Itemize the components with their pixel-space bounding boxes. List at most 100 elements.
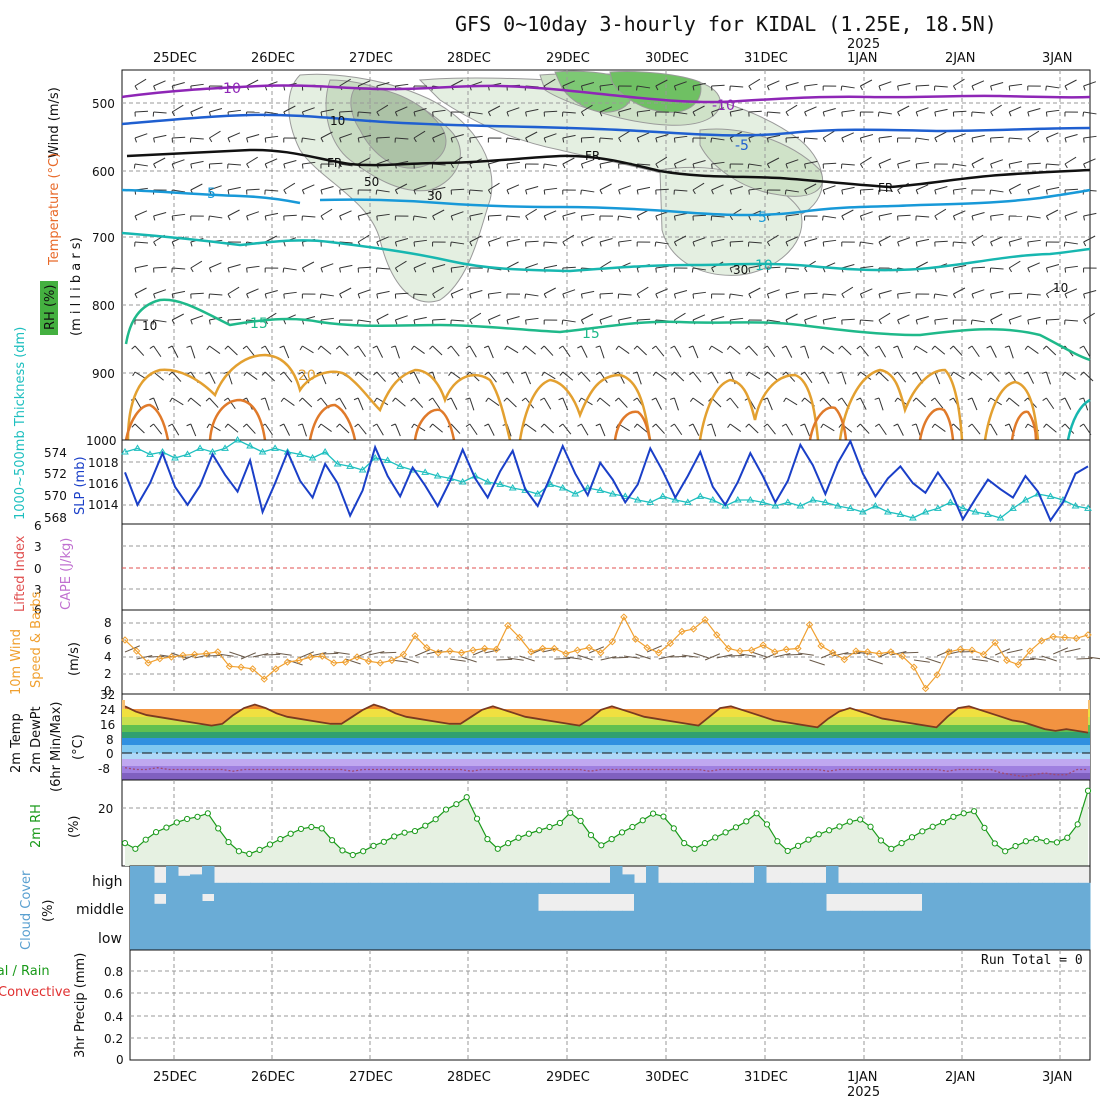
upper-air-barb xyxy=(916,238,930,243)
thickness-line xyxy=(124,439,1089,519)
upper-air-barb-tick xyxy=(990,319,994,325)
upper-air-barb xyxy=(711,137,725,141)
upper-air-barb xyxy=(1027,293,1041,296)
upper-air-barb xyxy=(153,266,167,269)
cloud-bar-low xyxy=(982,922,995,950)
cloud-bar-low xyxy=(238,922,251,950)
contour-freezing xyxy=(126,148,1091,189)
cloud-bar-high xyxy=(778,882,791,894)
thickness-point xyxy=(458,478,467,485)
cloud-bar-middle xyxy=(382,894,395,922)
upper-air-barb xyxy=(1064,397,1072,410)
wind-speed-point xyxy=(341,658,350,666)
upper-air-barb xyxy=(432,423,443,433)
wind10m-barb xyxy=(519,655,535,662)
cloud-bar-low xyxy=(190,922,203,950)
upper-air-barb xyxy=(227,132,241,139)
wind-speed-point xyxy=(991,638,999,647)
upper-air-barb-tick xyxy=(227,215,231,221)
cloud-bar-middle xyxy=(670,894,683,922)
cloud-bar-middle xyxy=(982,894,995,922)
label-cloud-cover: Cloud Cover xyxy=(19,870,34,950)
contour-label-rh-30-a: 30 xyxy=(427,189,442,203)
upper-air-barb xyxy=(171,104,184,113)
upper-air-barb xyxy=(916,137,930,141)
upper-air-barb xyxy=(172,82,185,87)
upper-air-barb-tick xyxy=(1024,345,1029,350)
upper-air-barb-tick xyxy=(633,397,638,401)
label-cape: CAPE (J/kg) xyxy=(59,538,74,610)
date-label-top-26dec: 26DEC xyxy=(251,51,295,66)
upper-air-barb xyxy=(339,241,353,244)
upper-air-barb xyxy=(804,83,818,87)
cloud-bar-low xyxy=(526,922,539,950)
upper-air-barb-tick xyxy=(525,137,529,143)
wind-speed-point xyxy=(852,647,860,655)
precip-tick-08: 0.8 xyxy=(104,965,123,979)
upper-air-barb xyxy=(1027,239,1041,243)
upper-air-barb xyxy=(934,293,948,297)
upper-air-barb-tick xyxy=(1079,423,1084,427)
cloud-bar-middle xyxy=(1018,894,1031,922)
upper-air-barb xyxy=(878,81,892,87)
upper-air-barb xyxy=(1083,290,1097,295)
cloud-bar-high xyxy=(370,882,383,894)
date-label-top-30dec: 30DEC xyxy=(645,51,689,66)
upper-air-barb xyxy=(450,397,458,410)
wind10m-barb xyxy=(345,658,361,665)
rh-point xyxy=(215,825,222,832)
upper-air-barb-tick xyxy=(264,293,267,299)
cloud-bar-low xyxy=(382,922,395,950)
upper-air-barb xyxy=(543,78,556,87)
thickness-point xyxy=(196,444,204,451)
upper-air-barb-tick xyxy=(227,189,230,195)
upper-air-barb-tick xyxy=(748,85,752,91)
wind-speed-point xyxy=(608,637,617,646)
upper-air-barb xyxy=(729,423,742,432)
thickness-point xyxy=(833,502,842,509)
cloud-bar-high xyxy=(274,882,287,894)
upper-air-barb xyxy=(711,238,725,243)
upper-air-barb-tick xyxy=(432,189,434,195)
upper-air-barb xyxy=(1008,260,1021,269)
upper-air-barb-tick xyxy=(227,267,230,273)
wind-speed-point xyxy=(202,649,210,658)
upper-air-barb xyxy=(841,163,855,166)
upper-air-barb xyxy=(302,184,315,191)
upper-air-barb-tick xyxy=(317,423,322,428)
upper-air-barb-tick xyxy=(446,397,452,401)
upper-air-barb xyxy=(785,267,799,270)
wind10m-barb xyxy=(786,653,803,656)
upper-air-barb xyxy=(860,345,869,357)
upper-air-barb-tick xyxy=(432,293,436,299)
upper-air-barb-tick xyxy=(283,241,286,247)
cloud-bar-low xyxy=(358,922,371,950)
label-rh-units: (%) xyxy=(67,816,82,839)
upper-air-barb xyxy=(878,111,892,115)
rh-point xyxy=(991,840,998,847)
cloud-bar-high xyxy=(382,882,395,894)
upper-air-barb-tick xyxy=(729,293,731,299)
upper-air-barb-tick xyxy=(874,397,880,400)
upper-air-barb xyxy=(413,371,421,384)
upper-air-barb-tick xyxy=(432,137,435,143)
upper-air-barb-tick xyxy=(1083,319,1087,325)
cloud-bar-low xyxy=(310,922,323,950)
upper-air-barb-tick xyxy=(338,163,341,169)
upper-air-barb xyxy=(265,111,279,115)
upper-air-barb xyxy=(785,104,798,113)
thickness-point xyxy=(246,442,254,449)
upper-air-barb xyxy=(395,238,409,243)
wind-speed-point xyxy=(214,648,222,656)
upper-air-barb xyxy=(730,240,744,243)
upper-air-barb xyxy=(320,186,334,191)
precip-frame xyxy=(129,949,1091,1061)
upper-air-barb-tick xyxy=(952,189,955,195)
upper-air-barb xyxy=(599,371,608,384)
upper-air-barb xyxy=(934,108,948,113)
thickness-point xyxy=(971,508,980,515)
upper-air-barb-tick xyxy=(1045,137,1049,143)
wind-speed-point xyxy=(631,635,640,643)
upper-air-barb xyxy=(897,237,911,243)
upper-air-barb-tick xyxy=(465,423,471,427)
